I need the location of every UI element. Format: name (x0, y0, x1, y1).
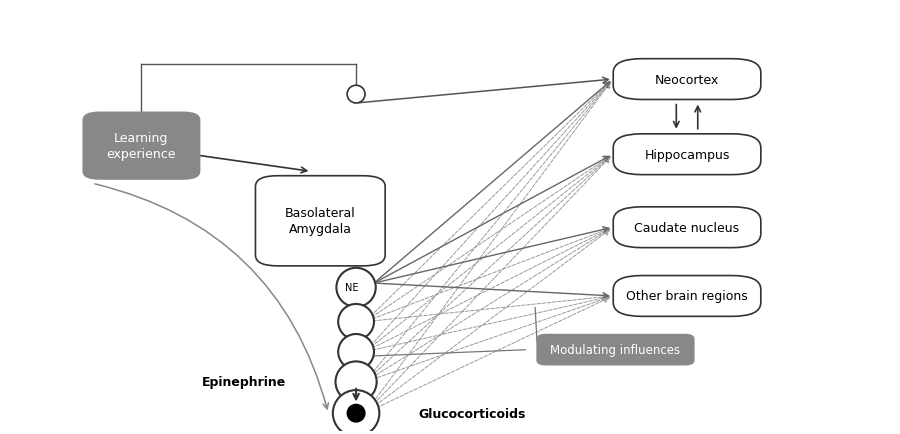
FancyBboxPatch shape (613, 59, 760, 100)
Text: Caudate nucleus: Caudate nucleus (634, 221, 740, 234)
Text: NE: NE (345, 283, 358, 293)
Ellipse shape (347, 404, 365, 422)
Text: Glucocorticoids: Glucocorticoids (418, 407, 526, 420)
Ellipse shape (338, 304, 374, 340)
FancyBboxPatch shape (537, 335, 694, 365)
Text: Modulating influences: Modulating influences (551, 343, 680, 356)
Text: Epinephrine: Epinephrine (202, 375, 286, 388)
FancyBboxPatch shape (613, 207, 760, 248)
FancyBboxPatch shape (84, 113, 200, 180)
Ellipse shape (337, 268, 376, 307)
Text: Other brain regions: Other brain regions (626, 290, 748, 303)
Text: Neocortex: Neocortex (655, 73, 719, 86)
Text: Basolateral
Amygdala: Basolateral Amygdala (285, 207, 356, 236)
Ellipse shape (333, 390, 379, 434)
Ellipse shape (338, 334, 374, 370)
Text: Hippocampus: Hippocampus (644, 148, 730, 161)
FancyBboxPatch shape (256, 176, 385, 266)
FancyBboxPatch shape (613, 135, 760, 175)
FancyBboxPatch shape (613, 276, 760, 317)
Text: Learning
experience: Learning experience (107, 132, 176, 161)
Ellipse shape (347, 86, 365, 104)
Ellipse shape (336, 362, 377, 402)
